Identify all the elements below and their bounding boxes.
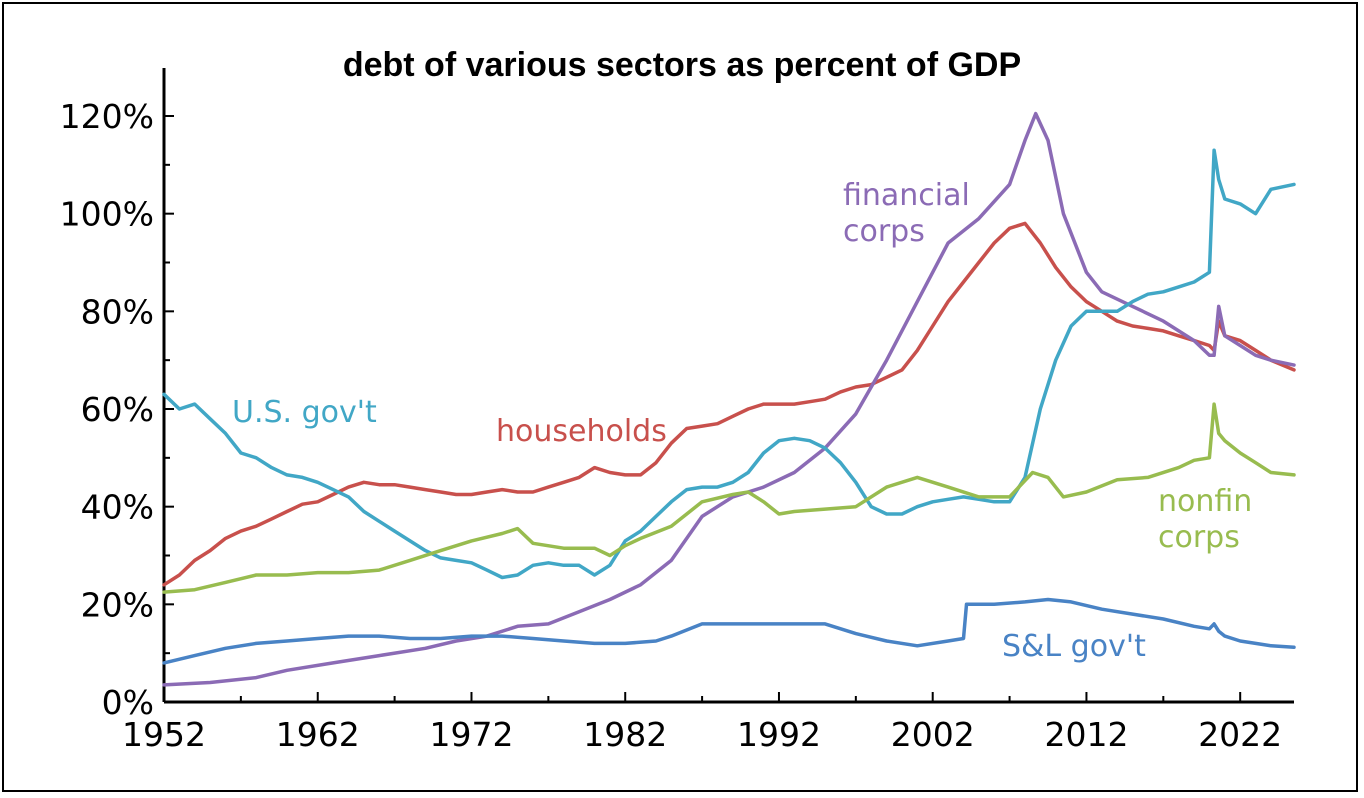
y-tick-label: 20% — [81, 585, 154, 624]
chart-title: debt of various sectors as percent of GD… — [343, 46, 1021, 84]
y-tick-label: 100% — [60, 195, 154, 234]
series-lines — [162, 111, 1296, 687]
x-tick-label: 1992 — [737, 715, 821, 754]
y-tick-label: 40% — [81, 488, 154, 527]
series-line-households — [162, 221, 1296, 587]
tick-labels: 0% 20% 40% 60% 80% 100% 120% 1952 1962 1972 1982 19… — [60, 97, 1283, 754]
axes — [162, 68, 1294, 704]
series-label-s-l-gov-t: S&L gov't — [1002, 629, 1146, 664]
x-tick-label: 2002 — [891, 715, 975, 754]
series-line-financial-corps — [162, 111, 1296, 687]
y-tick-label: 80% — [81, 292, 154, 331]
series-label-nonfin-corps: corps — [1158, 520, 1240, 555]
series-label-financial-corps: financial — [843, 178, 970, 213]
series-line-u-s-gov-t — [162, 148, 1296, 580]
series-label-u-s-gov-t: U.S. gov't — [232, 395, 377, 430]
y-tick-label: 120% — [60, 97, 154, 136]
x-tick-label: 2022 — [1198, 715, 1282, 754]
x-tick-label: 2012 — [1044, 715, 1128, 754]
y-tick-label: 60% — [81, 390, 154, 429]
x-tick-label: 1982 — [583, 715, 667, 754]
x-tick-label: 1962 — [276, 715, 360, 754]
series-label-financial-corps: corps — [843, 214, 925, 249]
x-tick-label: 1952 — [122, 715, 206, 754]
x-tick-label: 1972 — [429, 715, 513, 754]
series-label-households: households — [496, 414, 667, 449]
series-label-nonfin-corps: nonfin — [1158, 484, 1252, 519]
series-line-s-l-gov-t — [162, 597, 1296, 665]
series-line-nonfin-corps — [162, 402, 1296, 594]
y-tick-label: 0% — [102, 683, 154, 722]
